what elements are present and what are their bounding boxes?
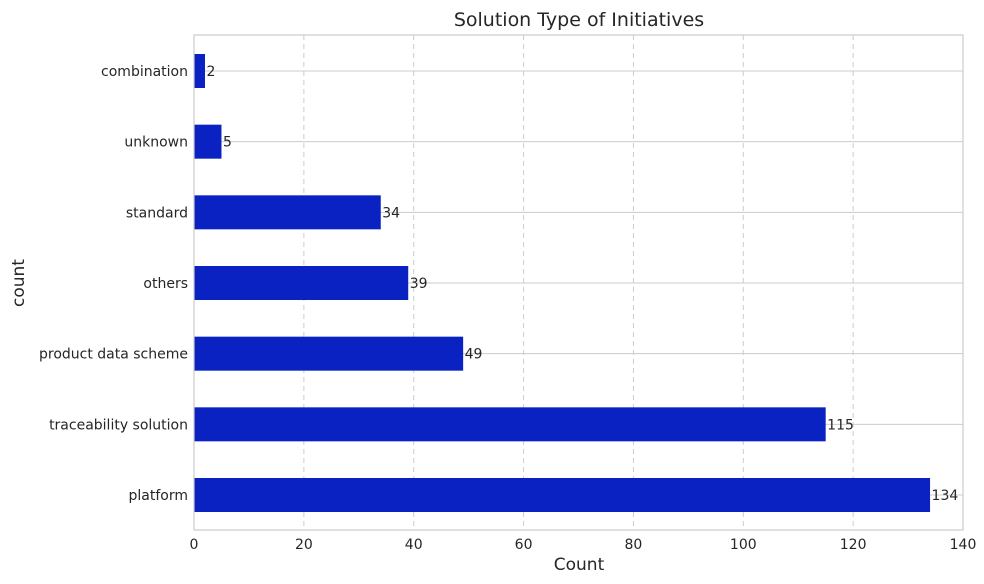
data-label: 5 — [223, 135, 232, 151]
plot-frame — [193, 34, 964, 531]
x-tick-label: 0 — [190, 537, 199, 553]
y-tick-label: others — [143, 276, 188, 292]
y-tick-label: product data scheme — [39, 347, 188, 363]
bar — [194, 195, 381, 230]
bar — [194, 54, 205, 88]
x-tick-label: 140 — [950, 537, 977, 553]
x-axis-label: Count — [554, 555, 605, 575]
x-tick-labels: 0 20 40 60 80 100 120 140 — [190, 537, 977, 553]
y-tick-label: traceability solution — [49, 417, 188, 433]
data-label: 115 — [827, 417, 854, 433]
bar — [194, 407, 826, 442]
y-tick-label: standard — [126, 205, 188, 221]
bar — [194, 124, 222, 159]
data-label: 39 — [410, 276, 428, 292]
x-tick-label: 60 — [515, 537, 533, 553]
bars — [194, 54, 931, 512]
bar — [194, 336, 464, 371]
y-tick-labels: combination unknown standard others product … — [39, 64, 188, 504]
y-tick-label: unknown — [124, 135, 188, 151]
data-label: 34 — [382, 205, 400, 221]
x-tick-label: 20 — [295, 537, 313, 553]
x-tick-label: 40 — [405, 537, 423, 553]
y-axis-label: count — [9, 259, 29, 307]
data-label: 134 — [932, 488, 959, 504]
x-tick-label: 120 — [840, 537, 867, 553]
y-tick-label: combination — [101, 64, 188, 80]
chart-title: Solution Type of Initiatives — [454, 9, 704, 31]
data-label: 49 — [465, 347, 483, 363]
bar — [194, 478, 931, 512]
data-labels: 2 5 34 39 49 115 134 — [206, 64, 958, 504]
x-tick-label: 80 — [625, 537, 643, 553]
bar — [194, 266, 409, 300]
y-tick-label: platform — [129, 488, 189, 504]
data-label: 2 — [206, 64, 215, 80]
x-tick-label: 100 — [730, 537, 757, 553]
